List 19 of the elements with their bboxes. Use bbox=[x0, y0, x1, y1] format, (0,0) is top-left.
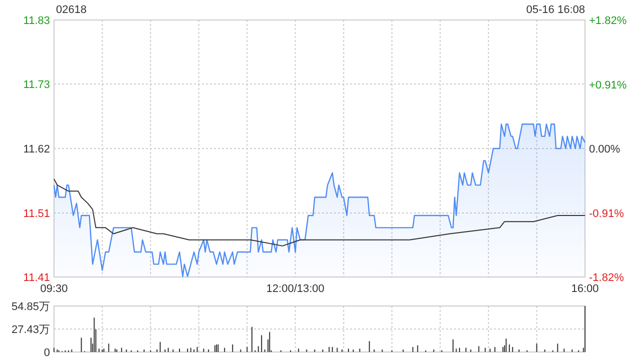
x-tick-label: 16:00 bbox=[571, 283, 599, 295]
line-series bbox=[54, 178, 586, 246]
y-tick-label: 0 bbox=[44, 347, 50, 359]
y-tick-label: 54.85万 bbox=[11, 301, 50, 313]
y-tick-label: 11.51 bbox=[23, 208, 50, 220]
y-tick-label: 11.41 bbox=[23, 272, 50, 284]
y2-tick-label: -0.91% bbox=[589, 208, 624, 220]
y2-tick-label: +1.82% bbox=[589, 15, 627, 27]
y2-tick-label: -1.82% bbox=[589, 272, 624, 284]
y-tick-label: 11.73 bbox=[23, 78, 50, 91]
x-tick-label: 12:00/13:00 bbox=[266, 283, 324, 295]
y-tick-label: 11.62 bbox=[23, 144, 50, 156]
y2-tick-label: +0.91% bbox=[589, 79, 627, 92]
y2-tick-label: 0.00% bbox=[589, 144, 620, 156]
chart-title: 02618 bbox=[56, 4, 87, 16]
y-tick-label: 27.43万 bbox=[11, 324, 50, 336]
x-tick-label: 09:30 bbox=[40, 283, 68, 295]
text: 05-16 16:08 bbox=[526, 4, 585, 16]
y-tick-label: 11.83 bbox=[23, 15, 50, 27]
